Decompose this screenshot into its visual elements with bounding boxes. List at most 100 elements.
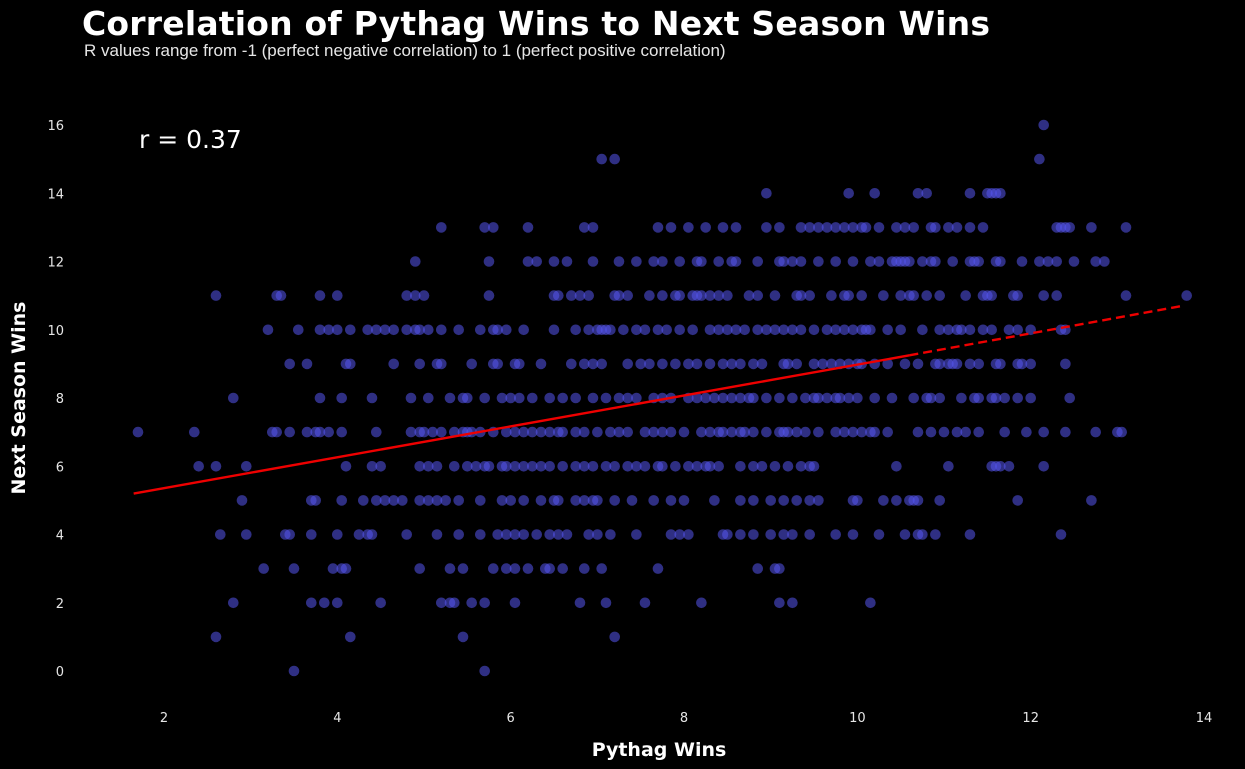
data-point — [284, 358, 296, 370]
data-point — [553, 529, 564, 540]
data-point — [678, 426, 690, 438]
data-point — [236, 495, 248, 506]
data-point — [557, 461, 568, 472]
data-point — [371, 426, 382, 438]
data-point — [791, 495, 802, 506]
data-point — [804, 495, 815, 506]
data-point — [371, 495, 382, 506]
y-tick-label: 0 — [56, 665, 64, 680]
data-point — [475, 529, 486, 540]
data-point — [475, 324, 486, 336]
data-point — [847, 324, 859, 336]
data-point — [700, 392, 711, 404]
data-point — [986, 324, 997, 336]
data-point — [652, 324, 664, 336]
data-point — [882, 358, 893, 370]
data-point — [860, 222, 872, 233]
data-point — [652, 563, 664, 574]
data-point — [492, 529, 504, 540]
data-point — [189, 426, 200, 438]
data-point — [423, 324, 434, 336]
data-point — [895, 324, 906, 336]
data-point — [973, 426, 984, 438]
data-point — [639, 324, 651, 336]
data-point — [713, 256, 724, 267]
data-point — [709, 495, 720, 506]
data-point — [761, 324, 772, 336]
data-point — [1034, 153, 1045, 165]
data-point — [479, 222, 491, 233]
y-tick-label: 4 — [56, 529, 64, 544]
data-point — [570, 392, 581, 404]
data-point — [1064, 222, 1075, 233]
data-point — [340, 461, 352, 472]
data-point — [730, 256, 742, 267]
data-point — [618, 324, 629, 336]
data-point — [479, 597, 491, 609]
data-point — [596, 358, 607, 370]
data-point — [241, 461, 252, 472]
data-point — [622, 392, 633, 404]
data-point — [995, 358, 1006, 370]
data-point — [548, 324, 560, 336]
data-point — [488, 222, 499, 233]
data-point — [1086, 222, 1097, 233]
data-point — [726, 426, 737, 438]
data-point — [778, 256, 789, 267]
data-point — [579, 426, 590, 438]
data-point — [501, 563, 512, 574]
data-point — [743, 290, 755, 301]
data-point — [999, 392, 1010, 404]
data-point — [457, 631, 469, 643]
data-point — [912, 188, 924, 199]
data-point — [561, 256, 573, 267]
data-point — [665, 426, 677, 438]
data-point — [557, 563, 568, 574]
data-point — [587, 256, 599, 267]
data-point — [470, 461, 482, 472]
data-point — [483, 256, 495, 267]
data-point — [336, 392, 348, 404]
data-point — [215, 529, 226, 540]
data-point — [930, 256, 941, 267]
data-point — [436, 597, 447, 609]
data-point — [804, 529, 815, 540]
data-point — [210, 631, 222, 643]
data-point — [436, 426, 447, 438]
data-point — [830, 256, 841, 267]
data-point — [600, 461, 612, 472]
data-point — [774, 597, 785, 609]
data-point — [761, 426, 772, 438]
data-point — [761, 188, 772, 199]
data-point — [501, 324, 512, 336]
data-point — [947, 256, 958, 267]
data-point — [891, 461, 902, 472]
data-point — [995, 188, 1006, 199]
data-point — [795, 461, 807, 472]
data-point — [713, 324, 724, 336]
data-point — [323, 324, 335, 336]
data-point — [345, 358, 356, 370]
data-point — [934, 392, 945, 404]
data-point — [587, 392, 599, 404]
data-point — [704, 461, 716, 472]
data-point — [583, 529, 594, 540]
data-point — [1120, 290, 1132, 301]
data-point — [566, 358, 577, 370]
data-point — [401, 529, 413, 540]
data-point — [735, 529, 746, 540]
data-point — [366, 529, 378, 540]
data-point — [843, 392, 854, 404]
data-point — [1090, 256, 1101, 267]
data-point — [518, 495, 529, 506]
data-point — [977, 324, 989, 336]
data-point — [722, 529, 733, 540]
data-point — [613, 392, 625, 404]
data-point — [852, 495, 863, 506]
data-point — [423, 461, 434, 472]
data-point — [570, 324, 581, 336]
data-point — [639, 461, 651, 472]
data-point — [457, 563, 469, 574]
data-point — [813, 495, 824, 506]
data-point — [752, 256, 763, 267]
